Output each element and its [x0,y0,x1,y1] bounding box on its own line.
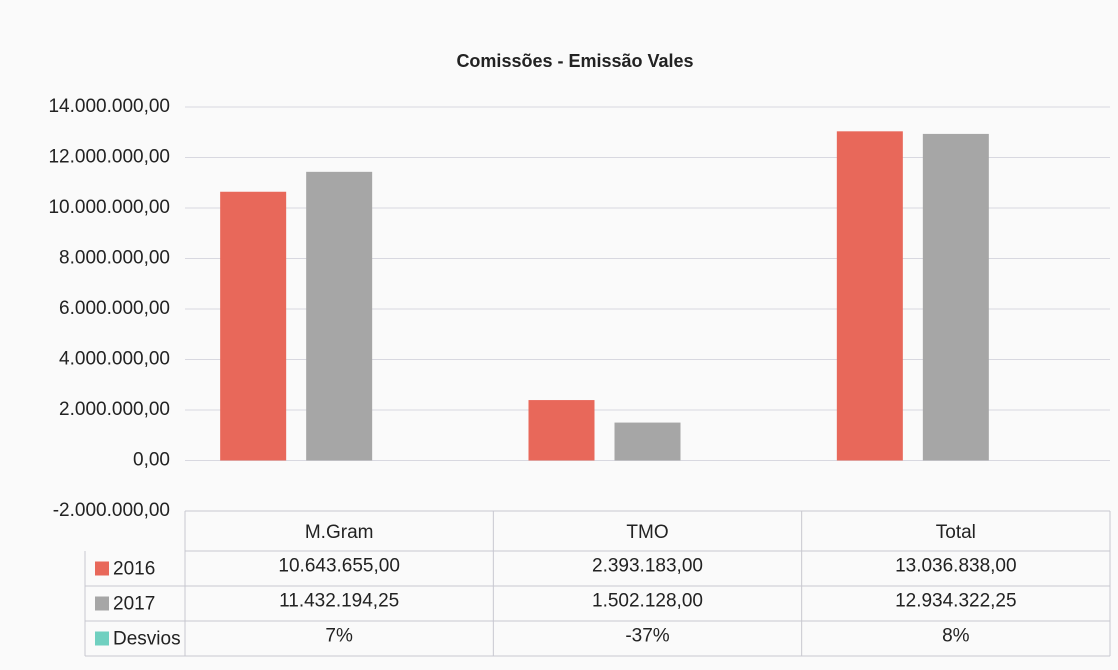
table-value: 8% [942,626,970,647]
x-tick-label: M.Gram [305,522,374,543]
legend-swatch [95,596,109,611]
legend-label: 2016 [113,559,155,580]
bar [220,191,287,461]
y-tick-label: 2.000.000,00 [59,399,170,420]
bar [306,171,373,461]
y-tick-label: 4.000.000,00 [59,349,170,370]
x-tick-label: Total [936,522,976,543]
bar [836,131,903,461]
legend-label: 2017 [113,594,155,615]
bar [614,422,681,461]
table-value: -37% [625,626,669,647]
bar [528,400,595,461]
x-tick-label: TMO [626,522,668,543]
table-value: 10.643.655,00 [278,556,400,577]
y-tick-label: 10.000.000,00 [48,197,170,218]
y-tick-label: 6.000.000,00 [59,298,170,319]
table-value: 1.502.128,00 [592,591,703,612]
table-value: 12.934.322,25 [895,591,1017,612]
table-value: 7% [325,626,353,647]
y-tick-label: -2.000.000,00 [53,500,170,521]
legend-swatch [95,631,109,646]
table-value: 11.432.194,25 [279,591,399,612]
bar [922,133,989,461]
table-value: 2.393.183,00 [592,556,703,577]
y-tick-label: 14.000.000,00 [48,96,170,117]
chart-title: Comissões - Emissão Vales [456,51,693,71]
legend-swatch [95,561,109,576]
y-tick-label: 0,00 [133,450,170,471]
y-tick-label: 8.000.000,00 [59,248,170,269]
legend-label: Desvios [113,629,181,650]
table-value: 13.036.838,00 [895,556,1017,577]
y-tick-label: 12.000.000,00 [48,147,170,168]
